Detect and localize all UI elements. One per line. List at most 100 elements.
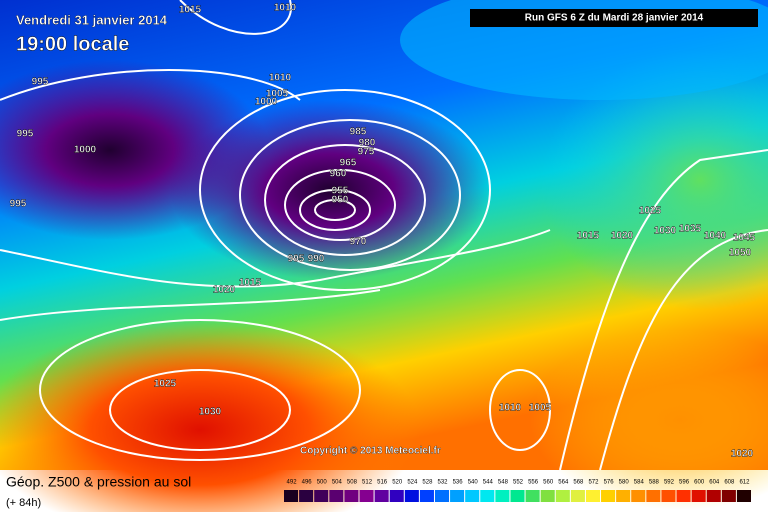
scale-swatch bbox=[344, 490, 359, 502]
scale-label: 596 bbox=[679, 480, 690, 486]
scale-swatch bbox=[284, 490, 299, 502]
lead-time: (+ 84h) bbox=[6, 497, 41, 509]
scale-swatch bbox=[676, 490, 691, 502]
isobar-label: 1005 bbox=[529, 403, 552, 414]
isobar-label: 1010 bbox=[499, 403, 522, 414]
scale-swatch bbox=[450, 490, 465, 502]
isobar-label: 995 bbox=[10, 199, 27, 210]
scale-label: 592 bbox=[664, 480, 675, 486]
scale-swatch bbox=[359, 490, 374, 502]
scale-label: 604 bbox=[709, 480, 720, 486]
scale-swatch bbox=[736, 490, 751, 502]
isobar-label: 990 bbox=[308, 254, 325, 265]
run-box bbox=[470, 9, 758, 27]
isobar-label: 975 bbox=[358, 147, 375, 158]
scale-swatch bbox=[706, 490, 721, 502]
scale-label: 504 bbox=[332, 480, 343, 486]
scale-label: 556 bbox=[528, 480, 539, 486]
isobar-label: 995 bbox=[288, 254, 305, 265]
isobar-label: 1015 bbox=[179, 5, 202, 16]
scale-swatch bbox=[299, 490, 314, 502]
scale-swatch bbox=[510, 490, 525, 502]
scale-swatch bbox=[419, 490, 434, 502]
isobar-label: 995 bbox=[17, 129, 34, 140]
color-scale: 492 496 500 504 508 512 516 520 524 528 532 536 540 5… bbox=[284, 480, 751, 502]
scale-swatch bbox=[601, 490, 616, 502]
scale-label: 520 bbox=[392, 480, 403, 486]
isobar-label: 1000 bbox=[255, 97, 278, 108]
scale-swatch bbox=[616, 490, 631, 502]
isobar-label: 980 bbox=[359, 138, 376, 149]
isobar-label: 1020 bbox=[213, 285, 236, 296]
scale-swatch bbox=[646, 490, 661, 502]
scale-label: 540 bbox=[468, 480, 479, 486]
isobar-label: 1005 bbox=[266, 89, 289, 100]
scale-label: 528 bbox=[422, 480, 433, 486]
isobar-label: 1010 bbox=[274, 3, 297, 14]
scale-label: 536 bbox=[453, 480, 464, 486]
scale-swatch bbox=[495, 490, 510, 502]
scale-label: 524 bbox=[407, 480, 418, 486]
scale-label: 512 bbox=[362, 480, 373, 486]
isobar-label: 1045 bbox=[733, 233, 756, 244]
isobar-label: 1025 bbox=[154, 379, 177, 390]
scale-label: 548 bbox=[498, 480, 509, 486]
isobar-label: 1030 bbox=[199, 407, 222, 418]
valid-date: Vendredi 31 janvier 2014 bbox=[16, 12, 168, 27]
scale-label: 560 bbox=[543, 480, 554, 486]
scale-label: 600 bbox=[694, 480, 705, 486]
isobar-label: 1035 bbox=[679, 224, 702, 235]
scale-swatch bbox=[314, 490, 329, 502]
scale-label: 584 bbox=[634, 480, 645, 486]
valid-time: 19:00 locale bbox=[16, 33, 129, 55]
scale-label: 552 bbox=[513, 480, 524, 486]
scale-label: 500 bbox=[317, 480, 328, 486]
scale-swatch bbox=[570, 490, 585, 502]
isobar-label: 1020 bbox=[731, 449, 754, 460]
isobar-label: 985 bbox=[350, 127, 367, 138]
scale-label: 516 bbox=[377, 480, 388, 486]
run-label: Run GFS 6 Z du Mardi 28 janvier 2014 bbox=[525, 13, 704, 24]
isobar-label: 955 bbox=[332, 186, 349, 197]
scale-swatch bbox=[540, 490, 555, 502]
scale-swatch bbox=[721, 490, 736, 502]
scale-label: 544 bbox=[483, 480, 494, 486]
scale-swatch bbox=[389, 490, 404, 502]
legend-title: Géop. Z500 & pression au sol bbox=[6, 474, 191, 490]
scale-swatch bbox=[631, 490, 646, 502]
isobar-label: 950 bbox=[332, 195, 349, 206]
scale-swatch bbox=[465, 490, 480, 502]
scale-swatch bbox=[404, 490, 419, 502]
isobar-label: 970 bbox=[350, 237, 367, 248]
scale-swatch bbox=[329, 490, 344, 502]
scale-label: 612 bbox=[739, 480, 750, 486]
scale-label: 492 bbox=[287, 480, 298, 486]
isobar-label: 1050 bbox=[729, 248, 752, 259]
scale-swatch bbox=[434, 490, 450, 502]
isobar-label: 1015 bbox=[577, 231, 600, 242]
isobar-label: 960 bbox=[330, 169, 347, 180]
isobars bbox=[0, 0, 768, 470]
scale-label: 496 bbox=[302, 480, 313, 486]
scale-swatch bbox=[555, 490, 570, 502]
isobar-label: 1015 bbox=[239, 278, 262, 289]
isobar-label: 965 bbox=[340, 158, 357, 169]
isobar-label: 1030 bbox=[654, 226, 677, 237]
scale-swatch bbox=[374, 490, 389, 502]
isobar-label: 1020 bbox=[611, 231, 634, 242]
isobar-label: 1010 bbox=[269, 73, 292, 84]
scale-label: 508 bbox=[347, 480, 358, 486]
scale-label: 580 bbox=[619, 480, 630, 486]
isobar-label: 1000 bbox=[74, 145, 97, 156]
scale-swatch bbox=[585, 490, 601, 502]
scale-swatch bbox=[480, 490, 495, 502]
scale-label: 576 bbox=[604, 480, 615, 486]
scale-label: 564 bbox=[558, 480, 569, 486]
isobar-label: 1025 bbox=[639, 206, 662, 217]
copyright: Copyright © 2013 Meteociel.fr bbox=[300, 446, 441, 457]
scale-label: 532 bbox=[438, 480, 449, 486]
scale-label: 588 bbox=[649, 480, 660, 486]
